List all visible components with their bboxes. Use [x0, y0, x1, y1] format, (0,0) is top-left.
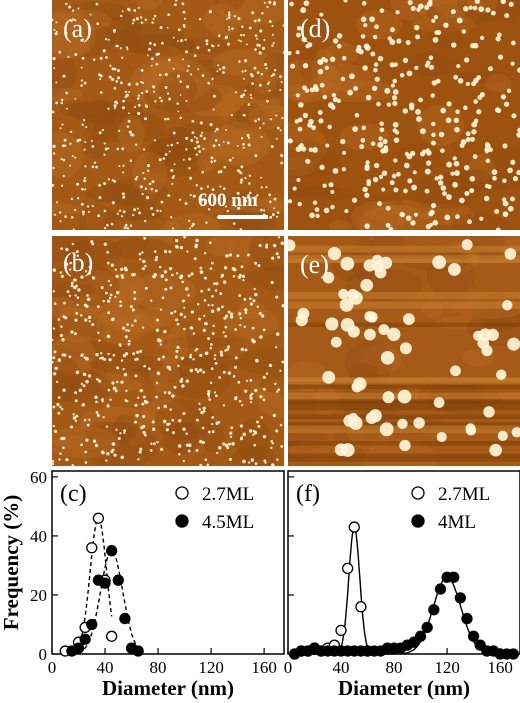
x-tick-label: 40: [333, 658, 350, 677]
afm-image-a-canvas: [52, 0, 284, 230]
afm-image-a: [52, 0, 284, 230]
y-tick-label: 40: [30, 527, 47, 546]
data-point: [119, 612, 131, 625]
legend-marker: [175, 514, 189, 528]
panel-label-b: (b): [63, 248, 94, 277]
y-tick-label: 60: [30, 468, 47, 487]
chart-0: 0 40 80 120 160 0 20 40 60 Diameter (nm) Frequency…: [0, 468, 285, 700]
data-point: [507, 648, 520, 660]
y-axis-label: Frequency (%): [0, 495, 23, 631]
data-point: [86, 618, 98, 631]
x-tick-label: 80: [386, 658, 403, 677]
scale-bar-label: 600 nm: [198, 190, 258, 211]
afm-image-e-canvas: [288, 236, 520, 466]
legend-marker: [411, 486, 425, 500]
legend-marker: [175, 486, 189, 500]
afm-image-d: [288, 0, 520, 230]
data-point: [434, 583, 447, 595]
data-point: [467, 630, 480, 642]
afm-image-b-canvas: [52, 236, 284, 466]
data-point: [106, 630, 118, 642]
panel-label: (f): [296, 481, 320, 507]
data-point: [414, 630, 427, 642]
data-point: [99, 577, 111, 589]
data-point: [461, 612, 473, 625]
legend-label: 2.7ML: [202, 484, 254, 505]
x-tick-label: 0: [48, 658, 57, 677]
data-point: [335, 624, 347, 637]
afm-image-b: [52, 236, 284, 466]
data-point: [454, 592, 466, 604]
x-axis-label: Diameter (nm): [102, 676, 234, 700]
data-point: [355, 601, 367, 613]
x-tick-label: 120: [434, 658, 460, 677]
data-point: [421, 621, 433, 634]
chart-1: 0 40 80 120 160 Diameter (nm) (f) 2.7ML 4ML: [284, 470, 520, 700]
x-tick-label: 160: [487, 658, 513, 677]
panel-label: (c): [60, 481, 87, 507]
legend-marker: [411, 514, 425, 528]
x-tick-label: 120: [198, 658, 224, 677]
data-point: [132, 645, 144, 657]
data-point: [106, 545, 118, 557]
y-tick-label: 20: [30, 586, 47, 605]
data-point: [92, 512, 105, 524]
x-tick-label: 160: [251, 658, 277, 677]
afm-image-d-canvas: [288, 0, 520, 230]
panel-label-d: (d): [300, 14, 331, 43]
x-tick-label: 80: [150, 658, 167, 677]
data-point: [348, 521, 360, 533]
panel-label-e: (e): [300, 250, 329, 279]
x-tick-label: 40: [97, 658, 114, 677]
scale-bar: [218, 215, 268, 219]
data-point: [72, 642, 85, 654]
data-point: [342, 562, 354, 575]
data-point: [428, 604, 440, 616]
panel-label-a: (a): [63, 14, 92, 43]
y-tick-label: 0: [39, 645, 48, 664]
data-point: [86, 542, 98, 554]
legend-label: 4ML: [438, 512, 476, 533]
plot-frame: [287, 470, 520, 655]
x-tick-label: 0: [284, 658, 293, 677]
legend-label: 2.7ML: [438, 484, 490, 505]
data-point: [112, 574, 124, 586]
x-axis-label: Diameter (nm): [338, 676, 470, 700]
data-point: [79, 633, 91, 645]
data-point: [448, 571, 460, 583]
afm-image-e: [288, 236, 520, 466]
legend-label: 4.5ML: [202, 512, 254, 533]
